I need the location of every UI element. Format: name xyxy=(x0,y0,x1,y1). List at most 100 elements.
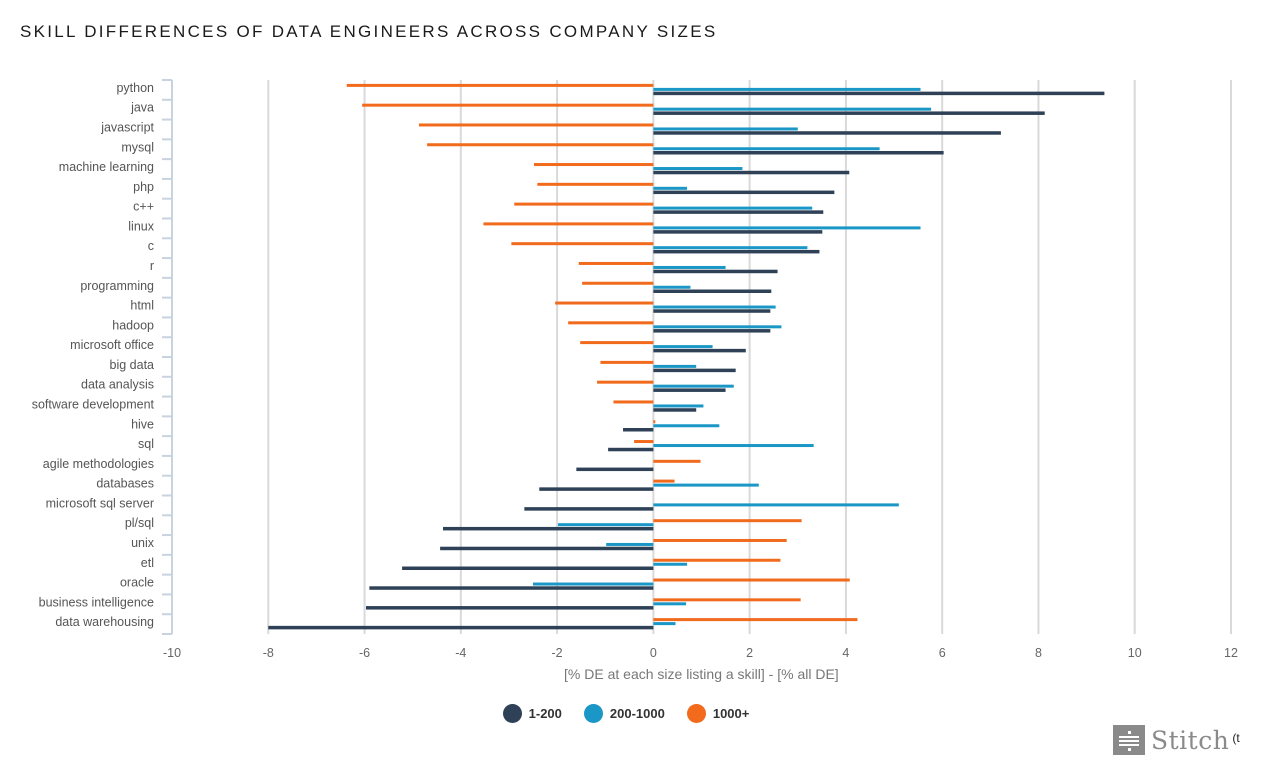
bar-200-1000-c[interactable] xyxy=(653,246,808,250)
bar-1-200-microsoft-office[interactable] xyxy=(653,348,746,353)
x-tick-label: -4 xyxy=(455,646,466,660)
bar-1-200-sql[interactable] xyxy=(608,447,654,452)
bar-1000-plus-r[interactable] xyxy=(578,261,654,265)
bar-1000-plus-data-analysis[interactable] xyxy=(597,380,654,384)
category-label: programming xyxy=(80,279,154,293)
bar-1-200-oracle[interactable] xyxy=(369,586,654,590)
bar-1000-plus-sql[interactable] xyxy=(634,440,654,444)
bar-1-200-unix[interactable] xyxy=(440,546,654,551)
bar-200-1000-data-analysis[interactable] xyxy=(653,384,734,388)
bar-1000-plus-software-development[interactable] xyxy=(613,400,654,404)
category-label: microsoft sql server xyxy=(46,496,154,510)
bar-200-1000-javascript[interactable] xyxy=(653,127,798,131)
bar-1000-plus-etl[interactable] xyxy=(653,558,781,562)
bar-1-200-r[interactable] xyxy=(653,269,778,274)
bar-1-200-agile-methodologies[interactable] xyxy=(576,467,654,472)
bar-1000-plus-data-warehousing[interactable] xyxy=(653,618,858,622)
bar-1-200-machine-learning[interactable] xyxy=(653,170,850,175)
bar-1-200-mysql[interactable] xyxy=(653,151,944,155)
bar-200-1000-sql[interactable] xyxy=(653,444,814,448)
legend-item-1000-plus[interactable]: 1000+ xyxy=(686,703,749,723)
bar-1000-plus-machine-learning[interactable] xyxy=(533,163,654,167)
bar-1000-plus-linux[interactable] xyxy=(483,222,654,226)
bar-200-1000-mysql[interactable] xyxy=(653,147,880,151)
bar-200-1000-python[interactable] xyxy=(653,87,921,91)
bar-200-1000-hive[interactable] xyxy=(653,424,720,428)
bar-1000-plus-big-data[interactable] xyxy=(600,360,654,364)
bar-1-200-pl-sql[interactable] xyxy=(443,526,654,531)
bar-200-1000-software-development[interactable] xyxy=(653,404,704,408)
bar-200-1000-linux[interactable] xyxy=(653,226,921,230)
legend-label: 200-1000 xyxy=(609,705,665,721)
bar-200-1000-html[interactable] xyxy=(653,305,776,309)
bar-1000-plus-unix[interactable] xyxy=(653,538,787,542)
bar-1-200-data-warehousing[interactable] xyxy=(268,625,654,630)
bar-200-1000-c-[interactable] xyxy=(653,206,813,210)
legend: 1-200 200-1000 1000+ xyxy=(0,700,1266,726)
x-tick-label: -6 xyxy=(359,646,370,660)
category-label: etl xyxy=(141,556,154,570)
bar-1000-plus-databases[interactable] xyxy=(653,479,675,483)
bar-1-200-html[interactable] xyxy=(653,309,771,313)
bar-200-1000-business-intelligence[interactable] xyxy=(653,602,687,606)
bar-200-1000-microsoft-sql-server[interactable] xyxy=(653,503,899,507)
bar-1000-plus-javascript[interactable] xyxy=(418,123,654,127)
bar-1-200-javascript[interactable] xyxy=(653,131,1001,135)
bar-1-200-etl[interactable] xyxy=(402,566,654,571)
bar-1-200-c-[interactable] xyxy=(653,210,824,214)
bar-1000-plus-java[interactable] xyxy=(362,103,654,107)
bar-200-1000-machine-learning[interactable] xyxy=(653,167,743,171)
bar-1000-plus-mysql[interactable] xyxy=(427,143,654,147)
legend-item-200-1000[interactable]: 200-1000 xyxy=(583,703,665,723)
x-tick-label: -10 xyxy=(163,646,181,660)
bar-200-1000-unix[interactable] xyxy=(606,542,654,546)
x-tick-label: 4 xyxy=(842,646,849,660)
bar-1-200-software-development[interactable] xyxy=(653,408,697,412)
bar-1-200-databases[interactable] xyxy=(539,487,654,491)
bar-1-200-hive[interactable] xyxy=(623,428,654,432)
bar-1000-plus-hive[interactable] xyxy=(653,420,656,424)
bar-200-1000-oracle[interactable] xyxy=(533,582,654,586)
bar-200-1000-big-data[interactable] xyxy=(653,364,697,368)
bar-1-200-business-intelligence[interactable] xyxy=(365,606,654,610)
bar-1000-plus-programming[interactable] xyxy=(582,281,654,285)
bar-200-1000-java[interactable] xyxy=(653,107,932,111)
bar-200-1000-hadoop[interactable] xyxy=(653,325,782,329)
bar-1000-plus-c[interactable] xyxy=(511,242,654,246)
bar-1-200-php[interactable] xyxy=(653,190,835,195)
bar-1-200-programming[interactable] xyxy=(653,289,772,294)
bar-1000-plus-python[interactable] xyxy=(346,83,654,87)
x-tick-label: 8 xyxy=(1035,646,1042,660)
x-tick-label: 10 xyxy=(1128,646,1142,660)
legend-item-1-200[interactable]: 1-200 xyxy=(502,703,562,723)
bar-1-200-java[interactable] xyxy=(653,111,1045,115)
bar-200-1000-php[interactable] xyxy=(653,186,688,190)
x-tick-label: -8 xyxy=(263,646,274,660)
bar-200-1000-r[interactable] xyxy=(653,265,726,269)
bar-1-200-big-data[interactable] xyxy=(653,368,736,373)
bar-1000-plus-hadoop[interactable] xyxy=(568,321,654,325)
bar-1000-plus-business-intelligence[interactable] xyxy=(653,598,801,602)
brand-suffix: (t xyxy=(1232,731,1240,745)
bar-200-1000-data-warehousing[interactable] xyxy=(653,622,676,626)
bar-1-200-microsoft-sql-server[interactable] xyxy=(524,507,654,511)
bar-1-200-c[interactable] xyxy=(653,249,820,254)
bar-1-200-data-analysis[interactable] xyxy=(653,388,726,392)
bar-1000-plus-html[interactable] xyxy=(555,301,654,305)
bar-200-1000-pl-sql[interactable] xyxy=(558,523,654,527)
category-label: unix xyxy=(131,536,155,550)
bar-200-1000-databases[interactable] xyxy=(653,483,759,487)
bar-1-200-hadoop[interactable] xyxy=(653,329,771,333)
bar-1000-plus-php[interactable] xyxy=(537,182,654,186)
bar-200-1000-programming[interactable] xyxy=(653,285,691,289)
bar-1000-plus-pl-sql[interactable] xyxy=(653,519,802,523)
bar-1000-plus-c-[interactable] xyxy=(514,202,654,206)
bar-200-1000-etl[interactable] xyxy=(653,562,688,566)
x-tick-label: 12 xyxy=(1224,646,1238,660)
bar-1-200-python[interactable] xyxy=(653,91,1105,96)
bar-1000-plus-agile-methodologies[interactable] xyxy=(653,459,701,463)
bar-1000-plus-microsoft-office[interactable] xyxy=(580,341,654,345)
bar-1-200-linux[interactable] xyxy=(653,230,823,234)
bar-1000-plus-oracle[interactable] xyxy=(653,578,850,582)
bar-200-1000-microsoft-office[interactable] xyxy=(653,345,713,349)
